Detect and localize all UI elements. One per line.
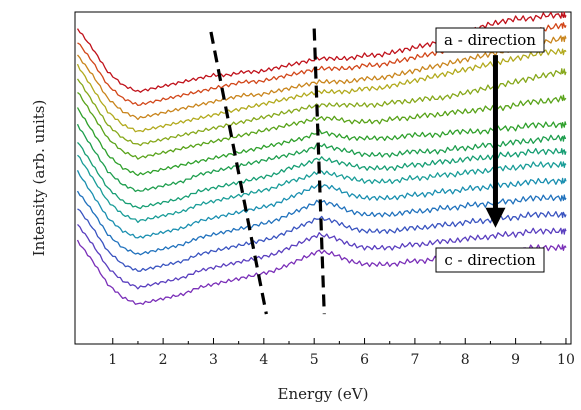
series-line-11 xyxy=(76,170,567,239)
series-line-6 xyxy=(77,91,567,160)
series-line-4 xyxy=(76,48,567,133)
series-line-9 xyxy=(77,141,567,210)
x-tick-label: 9 xyxy=(511,352,520,368)
x-tick-label: 7 xyxy=(410,352,419,368)
dashed-guide-1 xyxy=(209,31,268,315)
x-tick-label: 3 xyxy=(209,352,218,368)
x-tick-label: 6 xyxy=(360,352,369,368)
annotation-a-direction: a - direction xyxy=(435,27,545,53)
series-line-12 xyxy=(76,190,567,256)
x-axis-title: Energy (eV) xyxy=(278,385,369,403)
direction-arrow xyxy=(485,55,506,228)
series-layer xyxy=(76,11,567,305)
y-axis-title: Intensity (arb. units) xyxy=(30,100,48,257)
series-line-14 xyxy=(77,223,567,290)
x-axis-ticks: 1 2 3 4 5 6 7 8 9 10 xyxy=(108,338,575,368)
x-tick-label: 4 xyxy=(259,352,268,368)
guide-layer xyxy=(209,28,326,315)
annotation-c-box xyxy=(435,247,545,273)
series-line-10 xyxy=(77,154,567,224)
annotation-a-box xyxy=(435,27,545,53)
annotation-c-direction: c - direction xyxy=(435,247,545,273)
dashed-guide-2 xyxy=(312,28,326,315)
arrow-head xyxy=(485,207,506,228)
series-line-8 xyxy=(76,123,567,193)
series-line-7 xyxy=(76,107,567,177)
x-tick-label: 1 xyxy=(108,352,117,368)
x-tick-label: 10 xyxy=(557,352,575,368)
annotation-a-text: a - direction xyxy=(444,31,536,49)
series-line-1 xyxy=(76,11,567,93)
annotation-c-text: c - direction xyxy=(444,251,536,269)
x-tick-label: 2 xyxy=(159,352,168,368)
series-line-5 xyxy=(76,68,567,147)
plot-frame xyxy=(74,11,572,345)
x-tick-label: 8 xyxy=(461,352,470,368)
x-tick-label: 5 xyxy=(310,352,319,368)
